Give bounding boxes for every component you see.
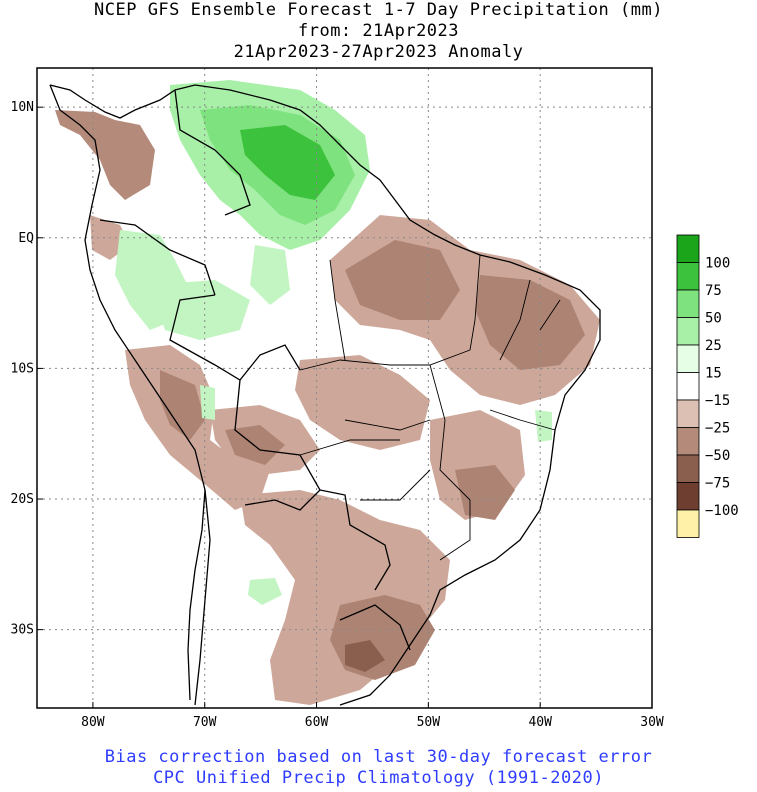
region-argentina-wet-spot <box>248 578 282 605</box>
legend-swatch <box>676 399 700 428</box>
border-brazil-west <box>169 294 301 381</box>
plot-frame <box>36 67 653 709</box>
border-colombia-peru <box>99 219 216 296</box>
color-legend: 100 75 50 25 15 −15 −25 −50 −75 −100 <box>676 234 739 538</box>
bias-correction-note: Bias correction based on last 30-day for… <box>104 747 653 767</box>
border-paraguay <box>319 489 391 591</box>
legend-swatch <box>676 509 700 538</box>
lat-tick-label: 10N <box>11 100 34 115</box>
legend-swatch <box>676 427 700 456</box>
legend-swatch <box>676 344 700 373</box>
legend-label: 25 <box>705 338 722 354</box>
lon-tick-label: 30W <box>640 715 664 730</box>
coastline-west <box>49 84 206 701</box>
legend-label: −15 <box>705 393 730 409</box>
region-northern-wet-core <box>240 125 335 200</box>
legend-swatch <box>676 289 700 318</box>
latitude-labels: 10N EQ 10S 20S 30S <box>11 100 43 638</box>
region-amazon-wet-central <box>150 280 250 340</box>
map-title: NCEP GFS Ensemble Forecast 1-7 Day Preci… <box>94 0 663 20</box>
lon-tick-label: 70W <box>193 715 217 730</box>
legend-label: −50 <box>705 448 730 464</box>
lat-tick-label: 10S <box>11 361 34 376</box>
region-northeast-coast-dry-core <box>475 275 585 370</box>
region-colombia-coast-dry <box>55 110 155 200</box>
legend-label: 50 <box>705 311 722 327</box>
region-peru-dry-core <box>160 370 205 440</box>
legend-swatch <box>676 454 700 483</box>
legend-label: −75 <box>705 476 730 492</box>
lon-tick-label: 40W <box>528 715 552 730</box>
border-bolivia <box>234 379 321 511</box>
region-rio-grande-do-sul-very-dry <box>345 640 385 672</box>
legend-label: −100 <box>705 503 739 519</box>
region-bahia-coast-wet <box>535 410 552 442</box>
longitude-labels: 80W 70W 60W 50W 40W 30W <box>81 702 664 730</box>
lat-tick-label: EQ <box>18 231 34 246</box>
forecast-start-date: from: 21Apr2023 <box>297 21 460 41</box>
legend-swatch <box>676 482 700 511</box>
region-mato-grosso-dry-core <box>225 425 285 465</box>
region-northeast-brazil-dry-core <box>345 240 460 320</box>
map-gridlines <box>37 68 652 708</box>
legend-swatch <box>676 317 700 346</box>
coastlines-borders <box>49 84 601 706</box>
legend-label: 100 <box>705 256 730 272</box>
legend-label: 75 <box>705 283 722 299</box>
border-argentina-chile <box>194 489 211 706</box>
lat-tick-label: 20S <box>11 492 34 507</box>
climatology-note: CPC Unified Precip Climatology (1991-202… <box>153 768 604 788</box>
coastline <box>49 84 601 706</box>
state-borders <box>299 254 561 561</box>
legend-label: −25 <box>705 421 730 437</box>
region-central-brazil-dry <box>295 355 430 450</box>
legend-swatch <box>676 234 700 263</box>
legend-swatch <box>676 262 700 291</box>
legend-label: 15 <box>705 366 722 382</box>
legend-swatch <box>676 372 700 401</box>
border-brazil-uruguay <box>339 604 411 651</box>
region-amazon-wet-east <box>250 245 290 305</box>
region-bolivia-wet <box>200 385 215 420</box>
lon-tick-label: 60W <box>305 715 329 730</box>
forecast-period: 21Apr2023-27Apr2023 Anomaly <box>233 42 524 62</box>
lon-tick-label: 50W <box>417 715 441 730</box>
lon-tick-label: 80W <box>81 715 105 730</box>
lat-tick-label: 30S <box>11 623 34 638</box>
border-colombia-venezuela <box>174 89 251 216</box>
anomaly-fields <box>55 80 600 705</box>
